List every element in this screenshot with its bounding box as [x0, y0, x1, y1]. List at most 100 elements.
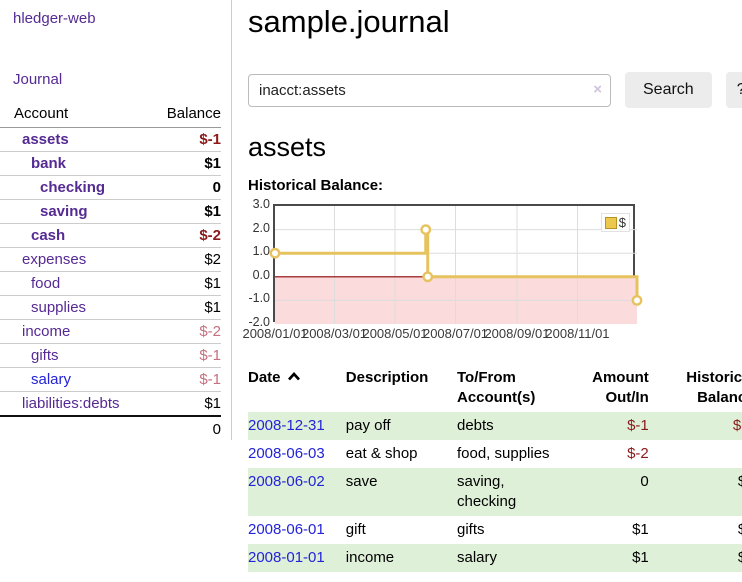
clear-search-icon[interactable]: × — [593, 80, 602, 98]
x-axis-tick-label: 2008/07/01 — [422, 326, 489, 341]
account-link-liabilities-debts[interactable]: liabilities:debts — [22, 395, 120, 412]
transaction-accounts: food, supplies — [456, 445, 550, 462]
sidebar: hledger-web Journal Account Balance asse… — [0, 0, 232, 442]
account-balance: $-2 — [152, 319, 221, 344]
account-balance: $1 — [152, 391, 221, 416]
transaction-row: 2008-06-03 eat & shop food, supplies $-2 0 — [248, 440, 742, 468]
transaction-row: 2008-06-02 save saving, checking 0 $2 — [248, 468, 742, 516]
accounts-total-spacer — [0, 415, 153, 442]
account-row: expenses $2 — [0, 247, 221, 272]
sidebar-item-journal[interactable]: Journal — [13, 71, 63, 88]
transaction-balance: $-1 — [732, 417, 742, 434]
chart-title: Historical Balance: — [248, 177, 384, 194]
y-axis-tick-label: -1.0 — [248, 291, 270, 306]
account-link-bank[interactable]: bank — [31, 155, 67, 172]
account-row: salary $-1 — [0, 367, 221, 392]
search-row: × Search ? — [248, 72, 742, 108]
sort-asc-icon — [287, 371, 300, 381]
account-row: liabilities:debts $1 — [0, 391, 221, 416]
transaction-row: 2008-01-01 income salary $1 $1 — [248, 544, 742, 572]
transaction-date-link[interactable]: 2008-06-01 — [248, 521, 325, 538]
transaction-amount: $1 — [632, 521, 649, 538]
account-link-checking[interactable]: checking — [40, 179, 106, 196]
transaction-row: 2008-12-31 pay off debts $-1 $-1 — [248, 412, 742, 440]
chart-plot-area: $ — [269, 204, 643, 324]
account-row: cash $-2 — [0, 223, 221, 248]
account-link-expenses[interactable]: expenses — [22, 251, 87, 268]
transaction-description: income — [345, 549, 395, 566]
column-header-date[interactable]: Date — [248, 366, 346, 412]
account-row: income $-2 — [0, 319, 221, 344]
account-link-income[interactable]: income — [22, 323, 71, 340]
account-heading: assets — [248, 132, 327, 162]
account-link-salary[interactable]: salary — [31, 371, 72, 388]
account-row: saving $1 — [0, 199, 221, 224]
transaction-description: gift — [345, 521, 366, 538]
account-link-assets[interactable]: assets — [22, 131, 69, 148]
transaction-amount: 0 — [640, 473, 649, 490]
account-balance: $-1 — [199, 131, 221, 148]
y-axis-tick-label: 3.0 — [252, 197, 270, 211]
x-axis-tick-label: 2008/03/01 — [301, 326, 368, 341]
page-title: sample.journal — [248, 4, 450, 39]
historical-balance-chart: $ 3.0 2.0 1.0 0.0 -1.0 -2.0 2008/01/01 2008/03/… — [242, 197, 742, 346]
account-row: food $1 — [0, 271, 221, 296]
transaction-accounts: saving, checking — [456, 473, 517, 510]
account-link-food[interactable]: food — [31, 275, 61, 292]
search-button[interactable]: Search — [625, 72, 712, 108]
column-header-balance: Historical Balance — [686, 369, 742, 406]
account-row: gifts $-1 — [0, 343, 221, 368]
transaction-date-link[interactable]: 2008-12-31 — [248, 417, 325, 434]
account-balance: $-2 — [152, 223, 221, 248]
account-balance: $-1 — [152, 367, 221, 392]
legend-swatch-icon — [604, 216, 617, 229]
account-balance: $2 — [152, 247, 221, 272]
transaction-description: save — [345, 473, 378, 490]
account-link-supplies[interactable]: supplies — [31, 299, 87, 316]
accounts-total-row: 0 — [0, 415, 221, 442]
x-axis-tick-label: 2008/01/01 — [242, 326, 308, 341]
transaction-balance: $1 — [659, 544, 742, 572]
account-link-cash[interactable]: cash — [31, 227, 66, 244]
transaction-amount: $-1 — [627, 417, 649, 434]
accounts-column-header: Account — [0, 102, 153, 128]
accounts-total-value: 0 — [152, 415, 221, 442]
legend-label: $ — [618, 215, 626, 230]
account-link-saving[interactable]: saving — [40, 203, 88, 220]
column-header-accounts: To/From Account(s) — [456, 369, 536, 406]
account-balance: $1 — [152, 199, 221, 224]
account-balance: 0 — [152, 175, 221, 200]
search-help-button[interactable]: ? — [725, 72, 742, 108]
brand-link[interactable]: hledger-web — [13, 10, 96, 27]
column-header-description: Description — [345, 369, 429, 386]
account-row: checking 0 — [0, 175, 221, 200]
search-input[interactable] — [248, 73, 611, 107]
transaction-date-link[interactable]: 2008-06-03 — [248, 445, 325, 462]
account-link-gifts[interactable]: gifts — [31, 347, 59, 364]
transaction-date-link[interactable]: 2008-06-02 — [248, 473, 325, 490]
account-balance: $1 — [152, 271, 221, 296]
balance-column-header: Balance — [152, 102, 221, 128]
transaction-accounts: debts — [456, 417, 494, 434]
transaction-balance: 0 — [659, 440, 742, 468]
y-axis-tick-label: -2.0 — [248, 315, 270, 329]
transaction-balance: $2 — [659, 516, 742, 544]
accounts-table: Account Balance assets $-1 bank $1 checking 0… — [0, 102, 221, 442]
transaction-accounts: salary — [456, 549, 497, 566]
transactions-table: Date Description To/From Account(s) Amou… — [248, 366, 742, 572]
y-axis-tick-label: 1.0 — [252, 244, 270, 259]
account-row: supplies $1 — [0, 295, 221, 320]
main-content: sample.journal × Search ? assets Histori… — [232, 0, 742, 572]
column-header-amount: Amount Out/In — [592, 369, 649, 406]
transaction-amount: $-2 — [627, 445, 649, 462]
chart-legend: $ — [600, 213, 630, 232]
search-box: × — [248, 73, 611, 107]
y-axis-tick-label: 2.0 — [252, 220, 270, 235]
account-balance: $1 — [152, 151, 221, 176]
x-axis-tick-label: 2008/11/01 — [545, 326, 610, 341]
account-row: assets $-1 — [0, 128, 221, 152]
transaction-date-link[interactable]: 2008-01-01 — [248, 549, 325, 566]
transaction-accounts: gifts — [456, 521, 485, 538]
transaction-description: pay off — [345, 417, 391, 434]
